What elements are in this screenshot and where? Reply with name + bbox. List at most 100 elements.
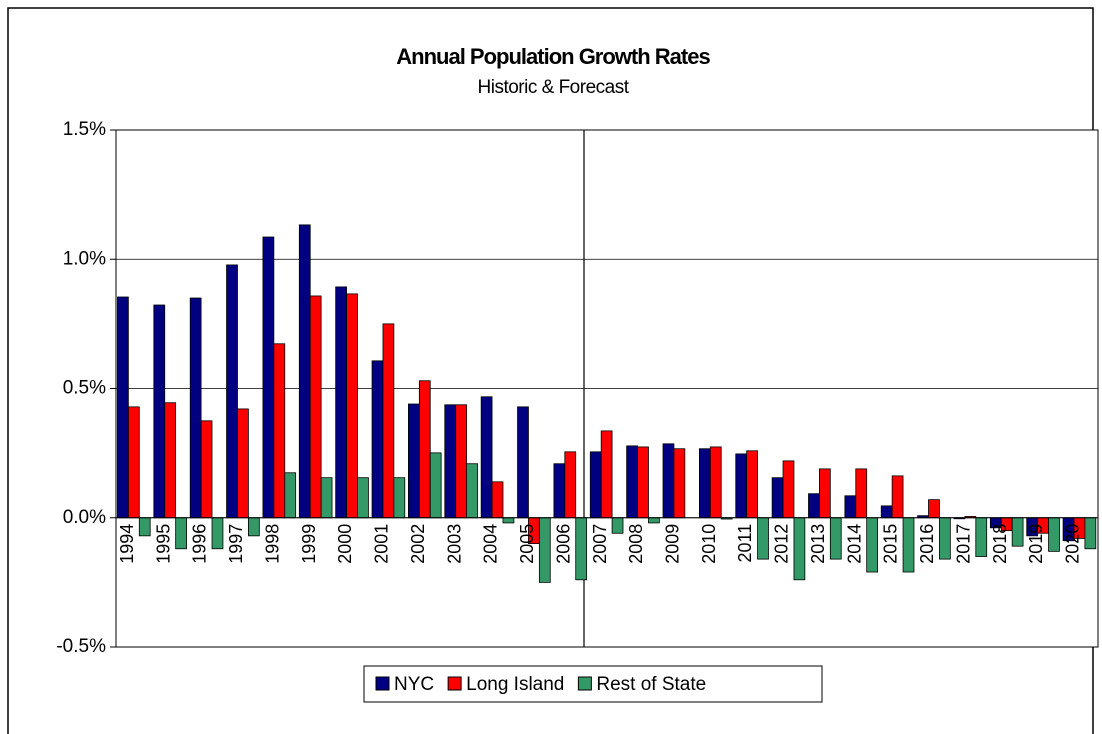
legend: NYC Long Island Rest of State [363, 665, 823, 703]
bar [320, 477, 333, 519]
x-tick-label: 1998 [262, 524, 282, 564]
x-tick-label: 2005 [517, 524, 537, 564]
bar [891, 475, 904, 519]
x-tick-label: 2016 [917, 524, 937, 564]
x-tick-label: 2012 [772, 524, 792, 564]
bar [309, 295, 322, 519]
bar [164, 402, 177, 519]
x-tick-label: 2008 [626, 524, 646, 564]
bar [902, 517, 915, 573]
bar [262, 236, 275, 519]
y-tick-label: 0.5% [63, 378, 106, 399]
x-tick-label: 1995 [153, 524, 173, 564]
bar [866, 517, 878, 573]
legend-label: NYC [394, 674, 434, 695]
bar [553, 463, 566, 519]
bar [928, 499, 940, 519]
bar [564, 451, 577, 519]
bar [880, 505, 893, 519]
bar [153, 304, 166, 519]
bar [393, 477, 406, 519]
chart-title: Annual Population Growth Rates [396, 44, 710, 69]
bar [480, 396, 493, 519]
bar [855, 468, 868, 519]
bar [211, 517, 224, 550]
bar [975, 517, 988, 557]
bar [200, 420, 213, 519]
legend-label: Rest of State [596, 674, 706, 695]
x-tick-label: 2017 [953, 524, 973, 564]
y-tick-label: -0.5% [56, 636, 106, 657]
x-tick-label: 2019 [1026, 524, 1046, 564]
x-tick-label: 1997 [226, 524, 246, 564]
bar [611, 517, 624, 534]
bar [819, 468, 831, 519]
bar [138, 517, 151, 537]
bar [939, 517, 951, 560]
bar [538, 517, 551, 583]
bar [346, 293, 358, 519]
bar [371, 360, 384, 519]
x-tick-label: 2011 [735, 524, 755, 563]
bar [1048, 517, 1060, 552]
chart-subtitle: Historic & Forecast [478, 77, 630, 98]
x-tick-label: 2014 [844, 524, 864, 564]
bar [698, 448, 711, 519]
x-tick-label: 1994 [117, 524, 137, 564]
bar [284, 472, 297, 519]
legend-swatch [577, 676, 592, 691]
x-tick-label: 1996 [190, 524, 210, 564]
bar [626, 445, 638, 519]
bar [844, 495, 857, 519]
x-tick-label: 2020 [1063, 524, 1083, 564]
bar [589, 451, 602, 519]
legend-swatch [375, 676, 390, 691]
legend-swatch [447, 676, 462, 691]
bar [408, 403, 420, 519]
bar [491, 481, 504, 519]
bar [1084, 517, 1097, 550]
bar [600, 430, 613, 519]
bar [1011, 517, 1024, 547]
x-tick-label: 2003 [444, 524, 464, 564]
y-tick-label: 0.0% [63, 507, 106, 528]
x-tick-label: 2010 [699, 524, 719, 564]
x-tick-label: 2006 [553, 524, 573, 564]
bar [771, 477, 784, 519]
x-tick-label: 2007 [590, 524, 610, 564]
bar [782, 460, 795, 519]
bar [117, 296, 129, 519]
bar [517, 406, 529, 519]
y-tick-label: 1.5% [63, 119, 106, 140]
bar [298, 224, 311, 519]
bar [127, 406, 140, 519]
bar [709, 446, 722, 519]
bar [735, 453, 748, 519]
x-tick-label: 2001 [372, 524, 392, 564]
bar [418, 380, 431, 519]
bar [808, 493, 820, 519]
x-tick-label: 2002 [408, 524, 428, 564]
bar [237, 408, 249, 519]
bar [382, 323, 395, 519]
legend-box [363, 665, 823, 703]
bar [673, 448, 686, 519]
bar [466, 463, 478, 519]
bar [455, 404, 468, 519]
x-tick-label: 2009 [662, 524, 682, 564]
bar [226, 264, 238, 519]
bar [746, 450, 758, 519]
bar [273, 343, 286, 519]
x-tick-label: 1999 [299, 524, 319, 564]
bar [335, 286, 347, 519]
x-tick-label: 2015 [881, 524, 901, 564]
bar [648, 517, 660, 524]
x-tick-label: 2013 [808, 524, 828, 564]
bar [357, 477, 369, 519]
bar [247, 517, 260, 537]
bar [637, 446, 649, 519]
x-tick-label: 2018 [990, 524, 1010, 564]
bar [757, 517, 769, 560]
bar [429, 452, 442, 519]
